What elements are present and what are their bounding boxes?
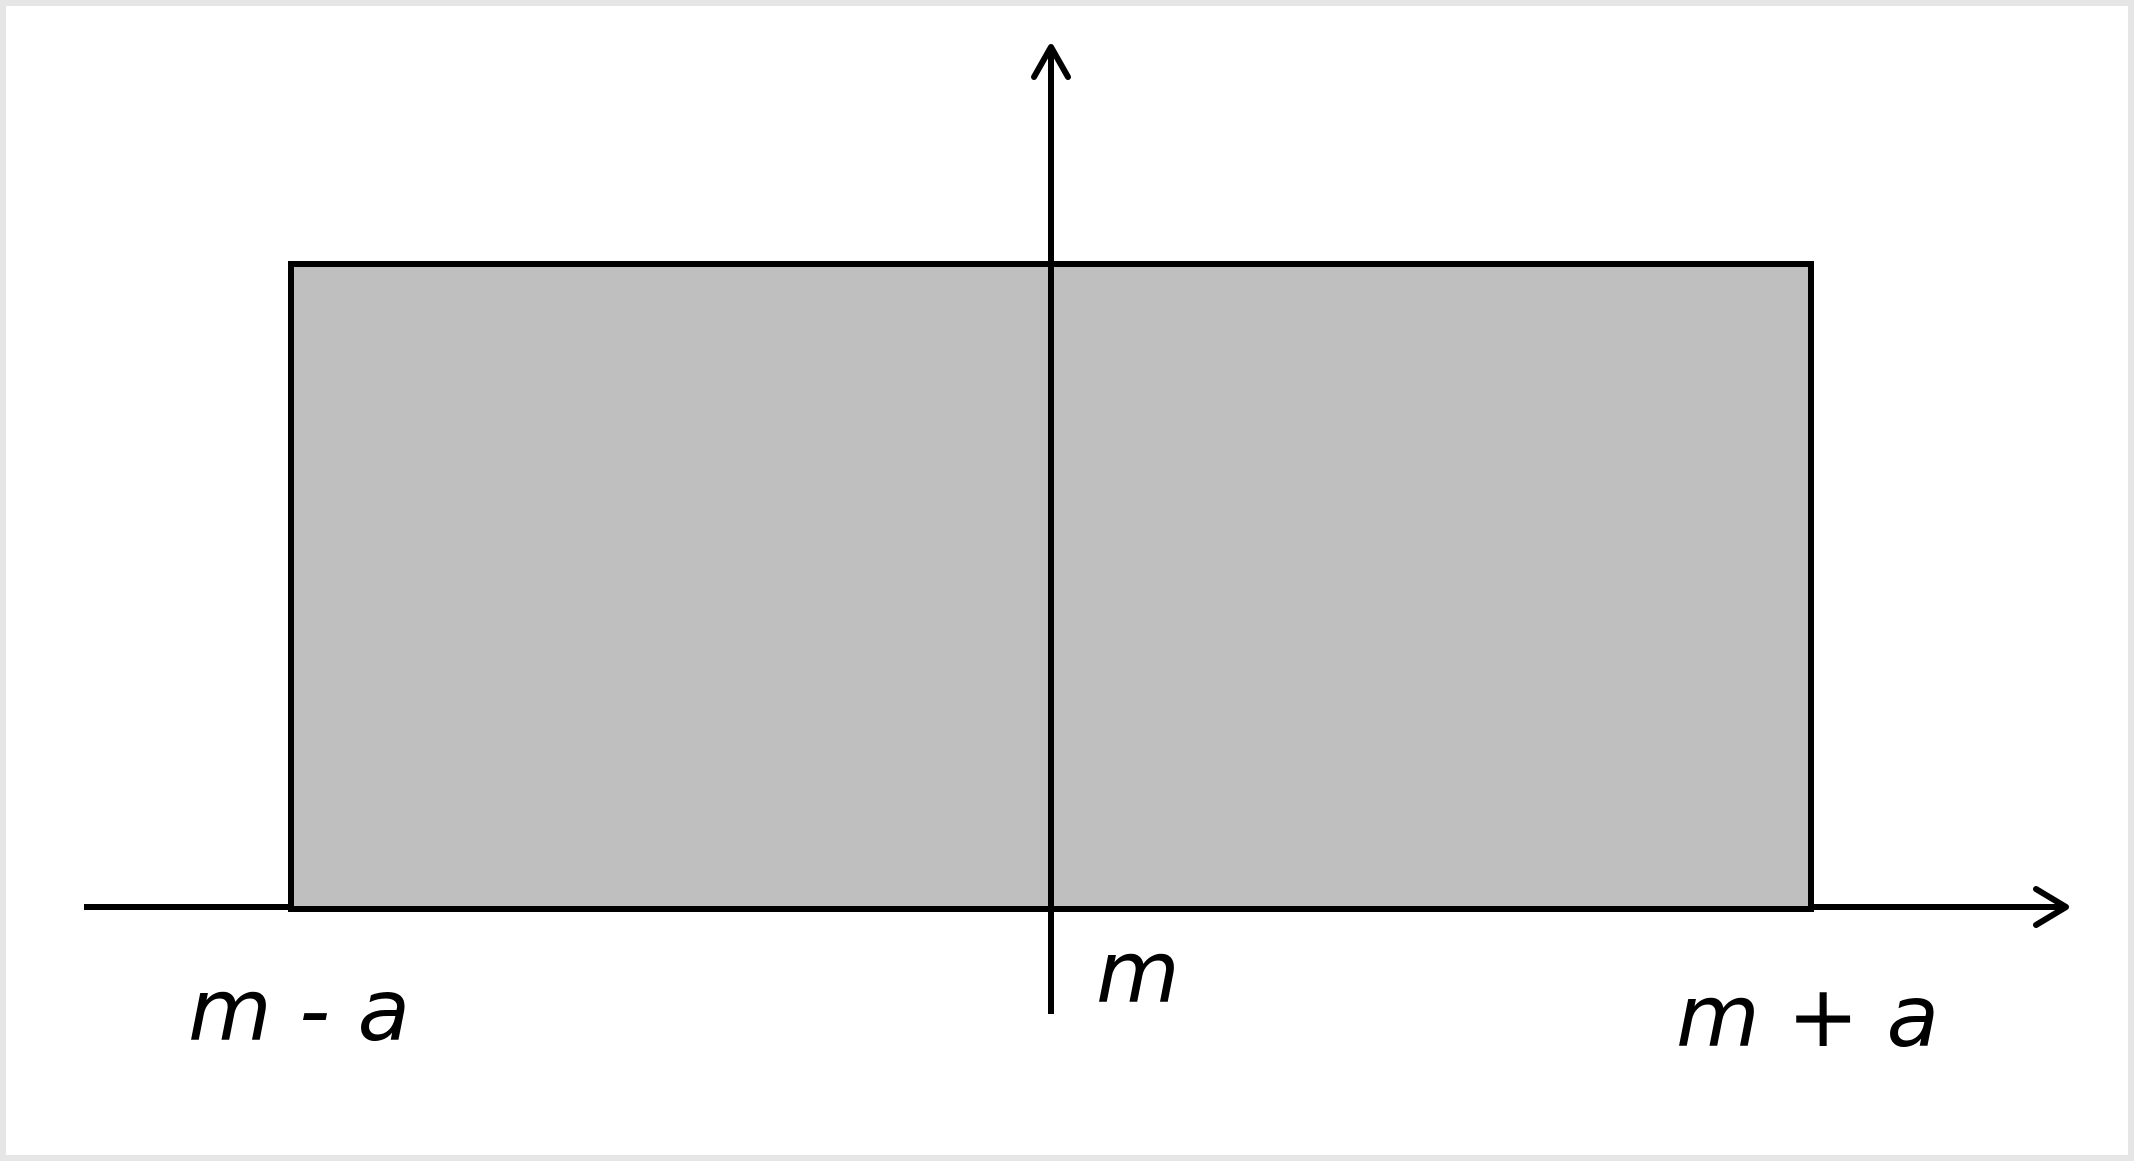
label-m: m — [1096, 923, 1180, 1023]
label-m-minus-a: m - a — [188, 961, 410, 1061]
y-axis-arrowhead — [1031, 44, 1071, 80]
x-axis-arrowhead — [2033, 886, 2069, 928]
label-m-plus-a: m + a — [1676, 967, 1939, 1067]
